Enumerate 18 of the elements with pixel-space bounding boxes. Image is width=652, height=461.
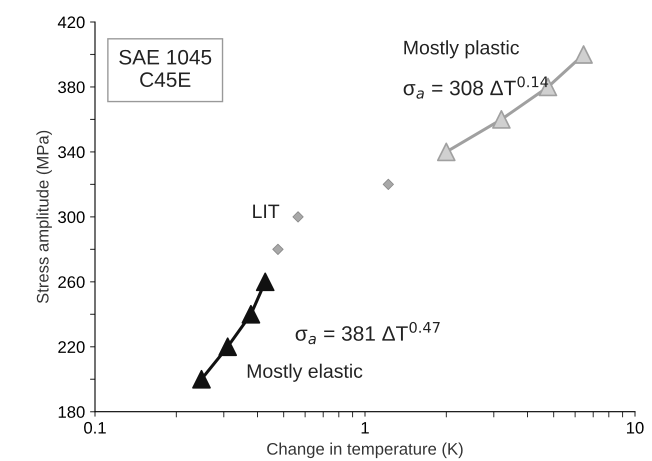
y-tick-label: 380 [58, 81, 85, 94]
y-tick-label: 180 [58, 406, 85, 418]
y-tick-label: 260 [58, 276, 85, 288]
annotation: σ$_{a}$ = 308 ΔT$^{0.14}$ [404, 76, 548, 99]
y-tick-label: 220 [58, 341, 85, 353]
x-axis-title: Change in temperature (K) [267, 442, 463, 458]
y-tick-label: 340 [58, 146, 85, 158]
x-tick-label: 0.1 [84, 422, 106, 434]
annotation: SAE 1045 C45E [119, 50, 212, 88]
y-axis-title: Stress amplitude (MPa) [36, 130, 52, 304]
y-tick-label: 300 [58, 211, 85, 224]
y-tick-label: 420 [58, 16, 85, 28]
annotation: Mostly plastic [404, 40, 519, 58]
annotation: LIT [253, 204, 280, 218]
annotation: σ$_{a}$ = 381 ΔT$^{0.47}$ [296, 322, 440, 344]
x-tick-label: 1 [362, 422, 369, 434]
x-tick-label: 10 [627, 422, 644, 434]
annotation: Mostly elastic [248, 364, 362, 382]
